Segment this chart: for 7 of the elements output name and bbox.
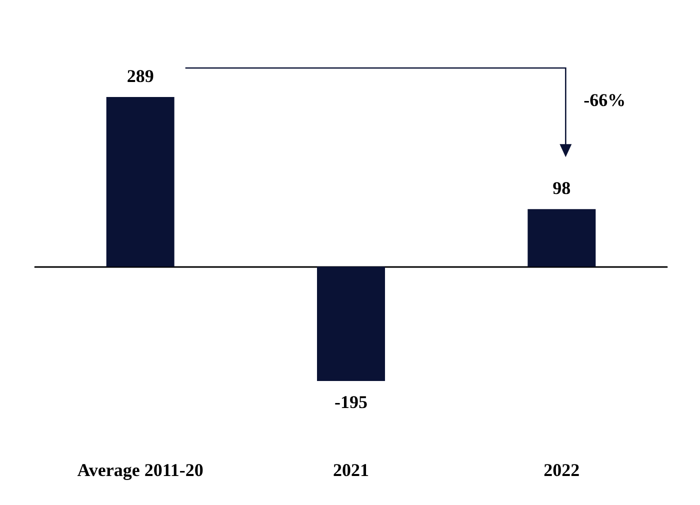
x-tick-label: Average 2011-20 xyxy=(77,460,204,480)
annotation: -66% xyxy=(584,90,626,111)
data-label: 289 xyxy=(126,66,154,86)
data-label: -195 xyxy=(334,392,368,412)
data-label: 98 xyxy=(552,178,571,198)
x-tick-label: 2021 xyxy=(333,460,369,480)
x-tick-label: 2022 xyxy=(544,460,580,480)
